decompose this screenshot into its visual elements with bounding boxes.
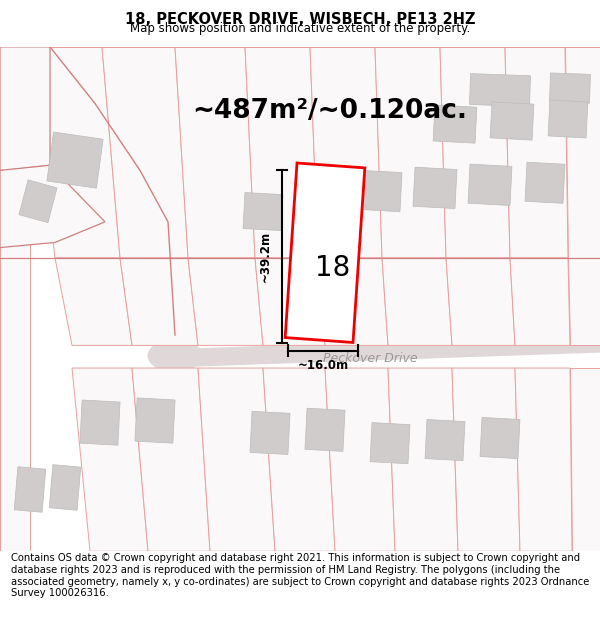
Text: ~487m²/~0.120ac.: ~487m²/~0.120ac. xyxy=(193,98,467,124)
Polygon shape xyxy=(325,368,395,551)
Polygon shape xyxy=(0,47,50,171)
Polygon shape xyxy=(0,47,30,551)
Polygon shape xyxy=(19,180,57,222)
Text: 18: 18 xyxy=(316,254,350,282)
Polygon shape xyxy=(263,368,335,551)
Polygon shape xyxy=(102,47,188,258)
Text: 18, PECKOVER DRIVE, WISBECH, PE13 2HZ: 18, PECKOVER DRIVE, WISBECH, PE13 2HZ xyxy=(125,12,475,27)
Polygon shape xyxy=(565,47,600,258)
Ellipse shape xyxy=(148,339,203,372)
Text: Map shows position and indicative extent of the property.: Map shows position and indicative extent… xyxy=(130,22,470,35)
Polygon shape xyxy=(480,418,520,459)
Polygon shape xyxy=(305,408,345,451)
Text: Peckover Drive: Peckover Drive xyxy=(323,352,418,365)
Polygon shape xyxy=(515,368,572,551)
Polygon shape xyxy=(175,47,255,258)
Polygon shape xyxy=(80,400,120,445)
Polygon shape xyxy=(550,73,590,103)
Polygon shape xyxy=(446,258,515,346)
Polygon shape xyxy=(120,258,198,346)
Polygon shape xyxy=(255,258,325,346)
Polygon shape xyxy=(568,258,600,346)
Polygon shape xyxy=(440,47,510,258)
Polygon shape xyxy=(30,47,120,258)
Polygon shape xyxy=(292,219,338,276)
Polygon shape xyxy=(245,47,318,258)
Polygon shape xyxy=(72,368,148,551)
Polygon shape xyxy=(382,258,452,346)
Polygon shape xyxy=(525,162,565,203)
Polygon shape xyxy=(375,47,446,258)
Text: ~39.2m: ~39.2m xyxy=(259,231,272,282)
Polygon shape xyxy=(490,102,534,140)
Polygon shape xyxy=(413,168,457,209)
Polygon shape xyxy=(318,258,388,346)
Polygon shape xyxy=(468,164,512,206)
Polygon shape xyxy=(14,467,46,512)
Polygon shape xyxy=(433,105,477,143)
Polygon shape xyxy=(310,47,382,258)
Polygon shape xyxy=(47,132,103,188)
Polygon shape xyxy=(548,100,588,138)
Polygon shape xyxy=(132,368,210,551)
Polygon shape xyxy=(370,422,410,464)
Polygon shape xyxy=(425,419,465,461)
Text: Contains OS data © Crown copyright and database right 2021. This information is : Contains OS data © Crown copyright and d… xyxy=(11,554,589,598)
Polygon shape xyxy=(0,165,105,248)
Polygon shape xyxy=(358,171,402,212)
Polygon shape xyxy=(510,258,570,346)
Polygon shape xyxy=(570,368,600,551)
Polygon shape xyxy=(55,258,132,346)
Polygon shape xyxy=(505,47,568,258)
Polygon shape xyxy=(198,368,275,551)
Polygon shape xyxy=(469,74,530,107)
Polygon shape xyxy=(388,368,458,551)
Polygon shape xyxy=(135,398,175,443)
Polygon shape xyxy=(243,192,283,231)
Polygon shape xyxy=(155,335,600,368)
Polygon shape xyxy=(250,411,290,454)
Polygon shape xyxy=(49,464,81,510)
Text: ~16.0m: ~16.0m xyxy=(298,359,349,372)
Polygon shape xyxy=(285,163,365,342)
Polygon shape xyxy=(452,368,520,551)
Polygon shape xyxy=(188,258,263,346)
